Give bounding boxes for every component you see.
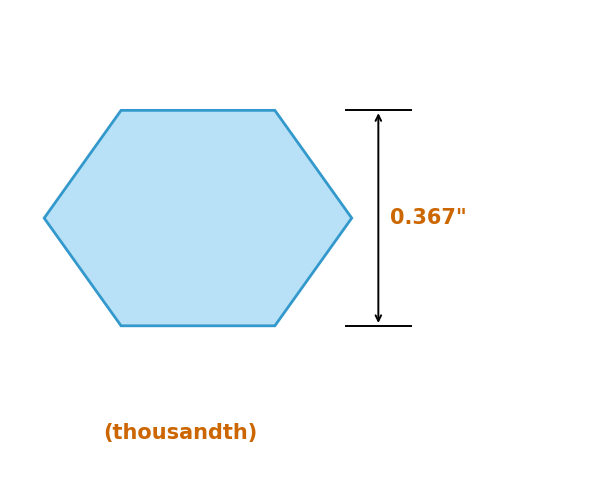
Text: 0.367": 0.367"	[390, 208, 467, 228]
Text: (thousandth): (thousandth)	[103, 424, 257, 443]
Polygon shape	[44, 110, 352, 326]
